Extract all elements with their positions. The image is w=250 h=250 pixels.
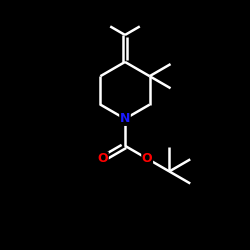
Text: N: N xyxy=(120,112,130,125)
Text: O: O xyxy=(142,152,152,165)
Text: O: O xyxy=(98,152,108,165)
